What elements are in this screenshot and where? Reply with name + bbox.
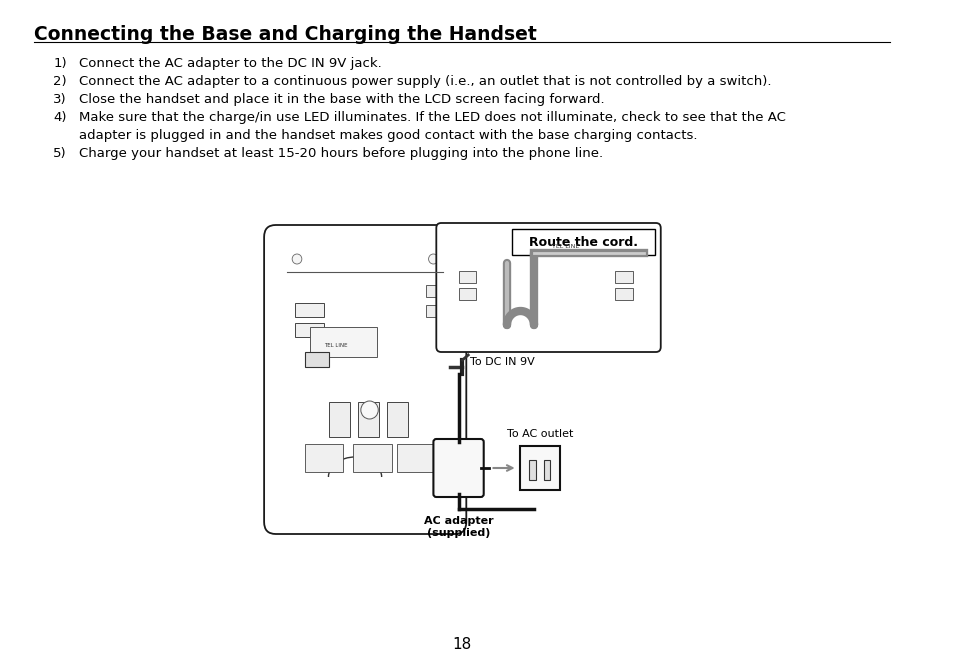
Text: TEL LINE: TEL LINE — [324, 342, 347, 348]
Bar — [353, 444, 392, 472]
Bar — [615, 271, 632, 283]
Text: AC adapter
(supplied): AC adapter (supplied) — [423, 516, 493, 537]
Bar — [304, 444, 343, 472]
Text: Connect the AC adapter to a continuous power supply (i.e., an outlet that is not: Connect the AC adapter to a continuous p… — [79, 75, 771, 88]
Bar — [294, 323, 324, 337]
FancyBboxPatch shape — [433, 439, 483, 497]
Text: 3): 3) — [53, 93, 67, 106]
Text: Make sure that the charge/in use LED illuminates. If the LED does not illuminate: Make sure that the charge/in use LED ill… — [79, 111, 785, 124]
Text: 1): 1) — [53, 57, 67, 70]
Bar — [458, 288, 476, 300]
FancyBboxPatch shape — [264, 225, 466, 534]
Bar — [294, 303, 324, 317]
Text: Close the handset and place it in the base with the LCD screen facing forward.: Close the handset and place it in the ba… — [79, 93, 604, 106]
Text: To AC outlet: To AC outlet — [506, 429, 573, 439]
Bar — [357, 402, 379, 437]
Circle shape — [360, 401, 378, 419]
Text: Connecting the Base and Charging the Handset: Connecting the Base and Charging the Han… — [33, 25, 536, 44]
Text: adapter is plugged in and the handset makes good contact with the base charging : adapter is plugged in and the handset ma… — [79, 129, 697, 142]
Bar — [425, 285, 442, 297]
Circle shape — [292, 254, 301, 264]
Bar — [387, 402, 408, 437]
Text: Connect the AC adapter to the DC IN 9V jack.: Connect the AC adapter to the DC IN 9V j… — [79, 57, 382, 70]
Text: 4): 4) — [53, 111, 67, 124]
Text: 2): 2) — [53, 75, 67, 88]
Bar — [425, 305, 442, 317]
Bar — [458, 271, 476, 283]
Text: Route the cord.: Route the cord. — [528, 235, 638, 249]
Bar — [304, 352, 329, 367]
Text: Charge your handset at least 15-20 hours before plugging into the phone line.: Charge your handset at least 15-20 hours… — [79, 147, 603, 160]
Bar — [519, 446, 559, 490]
FancyBboxPatch shape — [436, 223, 660, 352]
FancyBboxPatch shape — [511, 229, 655, 255]
Text: 5): 5) — [53, 147, 67, 160]
Bar — [329, 402, 350, 437]
Bar — [310, 327, 376, 357]
Bar — [615, 288, 632, 300]
Text: TEL LINE: TEL LINE — [552, 243, 579, 249]
Bar — [543, 460, 550, 480]
Text: 18: 18 — [452, 637, 471, 652]
Bar — [396, 444, 435, 472]
Bar — [529, 460, 536, 480]
Circle shape — [428, 254, 437, 264]
Text: To DC IN 9V: To DC IN 9V — [470, 357, 535, 367]
